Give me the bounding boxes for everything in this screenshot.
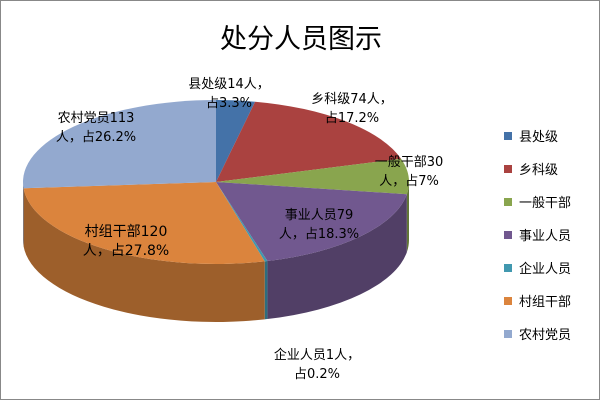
pie-slice-乡科级 [216,101,402,182]
legend-label: 村组干部 [519,295,572,310]
legend-label: 县处级 [519,130,559,145]
legend-label: 农村党员 [519,328,572,343]
pie-side-企业人员 [264,261,268,320]
pie-side-农村党员 [23,182,24,247]
pie-side-事业人员 [267,194,407,320]
data-label: 乡科级74人， 占17.2% [311,92,393,126]
legend-label: 企业人员 [519,262,572,277]
legend-item: 农村党员 [504,317,571,350]
legend-swatch [504,263,512,272]
data-label: 县处级14人， 占3.3% [188,77,270,111]
pie-side-村组干部 [23,188,265,322]
data-label: 一般干部30 人，占7% [374,155,444,189]
legend-label: 事业人员 [519,229,572,244]
legend-item: 一般干部 [504,185,571,218]
pie-slice-县处级 [216,100,256,182]
legend: 县处级乡科级一般干部事业人员企业人员村组干部农村党员 [504,119,571,350]
legend-item: 乡科级 [504,152,571,185]
pie-slice-企业人员 [216,182,268,262]
data-label: 企业人员1人， 占0.2% [273,348,361,382]
legend-label: 一般干部 [519,196,572,211]
pie-slice-一般干部 [216,158,409,195]
data-label: 农村党员113 人，占26.2% [55,111,137,145]
pie-slice-事业人员 [216,182,407,262]
pie-slice-村组干部 [23,182,265,264]
legend-item: 村组干部 [504,284,571,317]
legend-swatch [504,164,512,173]
legend-item: 县处级 [504,119,571,152]
legend-swatch [504,197,512,206]
data-label: 村组干部120 人，占27.8% [82,224,170,259]
legend-item: 事业人员 [504,218,571,251]
data-label: 事业人员79 人，占18.3% [278,208,360,242]
chart-title: 处分人员图示 [220,24,382,55]
legend-swatch [504,296,512,305]
legend-swatch [504,230,512,239]
legend-swatch [504,131,512,140]
legend-swatch [504,329,512,338]
legend-item: 企业人员 [504,251,571,284]
pie-slice-农村党员 [22,100,216,189]
pie-side-一般干部 [406,182,409,253]
legend-label: 乡科级 [519,163,559,178]
